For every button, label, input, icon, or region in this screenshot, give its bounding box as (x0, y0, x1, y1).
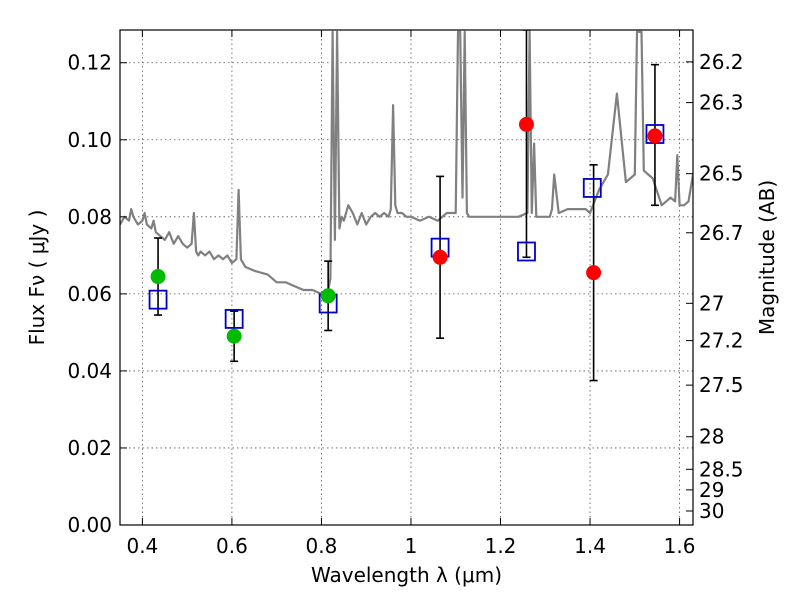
mag-tick-label: 26.5 (699, 162, 744, 186)
y2-axis-label: Magnitude (AB) (755, 180, 779, 335)
mag-tick-label: 27.2 (699, 329, 744, 353)
y-tick-label: 0.10 (67, 128, 112, 152)
spectrum-layer (120, 30, 693, 295)
model-square-point (517, 241, 536, 262)
green-data-point (150, 269, 166, 285)
y-tick-label: 0.00 (67, 513, 112, 537)
mag-tick-label: 27 (699, 291, 724, 315)
tick-labels: 0.4 0.6 0.8 1 1.2 1.4 1.6 0.00 0.02 0.04 0.06 0.08 0… (67, 50, 743, 558)
x-tick-label: 0.4 (126, 534, 158, 558)
grid-lines (120, 30, 693, 526)
y-tick-label: 0.06 (67, 282, 112, 306)
mag-tick-label: 28 (699, 425, 724, 449)
model-square-point (224, 309, 244, 329)
mag-tick-label: 26.3 (699, 91, 744, 115)
data-markers (148, 116, 665, 344)
x-tick-label: 1.2 (485, 534, 517, 558)
x-tick-label: 1.6 (664, 534, 696, 558)
y-tick-label: 0.12 (67, 51, 112, 75)
mag-tick-label: 26.7 (699, 221, 744, 245)
red-data-point (518, 116, 534, 132)
model-square-point (582, 178, 602, 198)
x-tick-label: 1 (405, 534, 418, 558)
spectrum-line (120, 30, 693, 295)
y-tick-label: 0.04 (67, 359, 112, 383)
green-data-point (226, 328, 242, 344)
y-tick-label: 0.02 (67, 436, 112, 460)
plot-frame (119, 29, 694, 526)
green-data-point (320, 288, 336, 304)
red-data-point (586, 265, 602, 281)
y-axis-label: Flux Fν ( μJy ) (25, 210, 49, 346)
x-tick-label: 0.8 (306, 534, 338, 558)
x-tick-label: 0.6 (216, 534, 248, 558)
mag-tick-label: 28.5 (699, 457, 744, 481)
red-data-point (432, 249, 448, 265)
x-tick-label: 1.4 (574, 534, 606, 558)
mag-tick-label: 26.2 (699, 50, 744, 74)
x-axis-label: Wavelength λ (μm) (311, 563, 502, 587)
tick-marks (120, 30, 693, 526)
model-square-point (148, 289, 168, 310)
mag-tick-label: 29 (699, 478, 724, 502)
red-data-point (647, 128, 663, 144)
y-tick-label: 0.08 (67, 205, 112, 229)
mag-tick-label: 27.5 (699, 373, 744, 397)
mag-tick-label: 30 (699, 499, 724, 523)
